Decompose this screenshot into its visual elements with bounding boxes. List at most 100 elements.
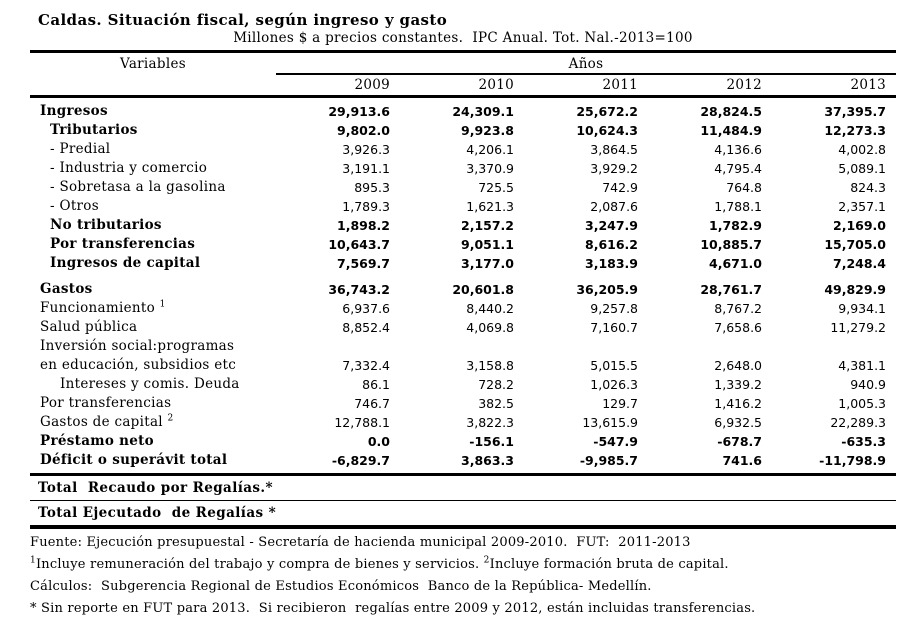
value-cell: 3,822.3 — [466, 415, 514, 430]
value-cell: -9,985.7 — [579, 453, 638, 468]
table-row: Intereses y comis. Deuda 86.1 728.2 1,026.3… — [30, 375, 896, 394]
value-cell: 1,416.2 — [714, 396, 762, 411]
calculations-note: Cálculos: Subgerencia Regional de Estudi… — [30, 579, 652, 594]
value-cell: 7,332.4 — [342, 358, 390, 373]
value-cell: 3,247.9 — [585, 218, 638, 233]
value-cell: -547.9 — [593, 434, 638, 449]
value-cell: 8,440.2 — [466, 301, 514, 316]
value-cell: 7,248.4 — [833, 256, 886, 271]
years-header-group: Años — [276, 53, 896, 75]
value-cell: 7,658.6 — [714, 320, 762, 335]
value-cell: 8,616.2 — [585, 237, 638, 252]
value-cell: 37,395.7 — [824, 104, 886, 119]
footnote-1-marker: 1 — [30, 555, 36, 566]
year-column-header: 2009 — [354, 77, 390, 93]
variables-header: Variables — [120, 56, 186, 72]
fiscal-table-page: Caldas. Situación fiscal, según ingreso … — [0, 11, 912, 624]
value-cell: 11,484.9 — [700, 123, 762, 138]
value-cell: 725.5 — [478, 180, 514, 195]
value-cell: 8,767.2 — [714, 301, 762, 316]
value-cell: 4,069.8 — [466, 320, 514, 335]
table-bottom-rule — [30, 473, 896, 476]
value-cell: 1,788.1 — [714, 199, 762, 214]
value-cell: 2,087.6 — [590, 199, 638, 214]
row-label: Tributarios — [50, 122, 138, 138]
value-cell: -678.7 — [717, 434, 762, 449]
value-cell: 10,643.7 — [328, 237, 390, 252]
value-cell: 1,339.2 — [714, 377, 762, 392]
value-cell: 86.1 — [362, 377, 390, 392]
value-cell: 3,158.8 — [466, 358, 514, 373]
row-label: Gastos de capital 2 — [40, 413, 174, 430]
value-cell: 1,898.2 — [337, 218, 390, 233]
row-label: Ingresos de capital — [50, 255, 201, 271]
value-cell: 9,257.8 — [590, 301, 638, 316]
total-ejecutado-regalias-row: Total Ejecutado de Regalías * — [38, 505, 277, 521]
value-cell: 3,370.9 — [466, 161, 514, 176]
value-cell: 22,289.3 — [830, 415, 886, 430]
value-cell: 9,923.8 — [461, 123, 514, 138]
table-row: Funcionamiento 1 6,937.6 8,440.2 9,257.8 8,7… — [30, 299, 896, 318]
value-cell: 4,002.8 — [838, 142, 886, 157]
value-cell: 36,205.9 — [576, 282, 638, 297]
value-cell: 6,932.5 — [714, 415, 762, 430]
table-row: Inversión social:programas en educación, … — [30, 337, 896, 375]
value-cell: 36,743.2 — [328, 282, 390, 297]
value-cell: 9,934.1 — [838, 301, 886, 316]
value-cell: -635.3 — [841, 434, 886, 449]
footnote-1-text: Incluye remuneración del trabajo y compr… — [35, 557, 484, 572]
value-cell: 0.0 — [367, 434, 390, 449]
row-label: Salud pública — [40, 319, 138, 335]
value-cell: 24,309.1 — [452, 104, 514, 119]
table-row: Préstamo neto 0.0 -156.1 -547.9 -678.7 -635.3 — [30, 432, 896, 451]
value-cell: 7,160.7 — [590, 320, 638, 335]
value-cell: 3,177.0 — [461, 256, 514, 271]
value-cell: -156.1 — [469, 434, 514, 449]
value-cell: 940.9 — [850, 377, 886, 392]
year-column-header: 2011 — [602, 77, 638, 93]
value-cell: 3,191.1 — [342, 161, 390, 176]
row-label: No tributarios — [50, 217, 162, 233]
value-cell: 3,929.2 — [590, 161, 638, 176]
top-rule — [30, 50, 896, 53]
table-row: Gastos 36,743.2 20,601.8 36,205.9 28,761.7 49… — [30, 280, 896, 299]
year-column-header: 2013 — [850, 77, 886, 93]
page-subtitle: Millones $ a precios constantes. IPC Anu… — [233, 30, 693, 46]
value-cell: 28,761.7 — [700, 282, 762, 297]
value-cell: 2,169.0 — [833, 218, 886, 233]
value-cell: 11,279.2 — [830, 320, 886, 335]
row-label: Inversión social:programas en educación, … — [40, 338, 237, 373]
table-row: Por transferencias 10,643.7 9,051.1 8,616.2… — [30, 235, 896, 254]
numbered-footnotes: 1Incluye remuneración del trabajo y comp… — [30, 555, 906, 572]
table-row: No tributarios 1,898.2 2,157.2 3,247.9 1,782… — [30, 216, 896, 235]
value-cell: 129.7 — [602, 396, 638, 411]
row-label: Ingresos — [40, 103, 108, 119]
value-cell: 2,357.1 — [838, 199, 886, 214]
value-cell: 2,157.2 — [461, 218, 514, 233]
value-cell: 9,802.0 — [337, 123, 390, 138]
value-cell: 4,671.0 — [709, 256, 762, 271]
footnote-2-marker: 2 — [483, 555, 490, 566]
value-cell: 25,672.2 — [576, 104, 638, 119]
value-cell: 10,885.7 — [700, 237, 762, 252]
footnote-reference: 1 — [159, 299, 166, 310]
row-label: - Predial — [50, 141, 111, 157]
table-row: Por transferencias 746.7 382.5 129.7 1,416.2… — [30, 394, 896, 413]
value-cell: 29,913.6 — [328, 104, 390, 119]
value-cell: 4,795.4 — [714, 161, 762, 176]
table-row: Tributarios 9,802.0 9,923.8 10,624.3 11,484.… — [30, 121, 896, 140]
value-cell: 6,937.6 — [342, 301, 390, 316]
footnote-2-text: Incluye formación bruta de capital. — [489, 557, 729, 572]
value-cell: 12,788.1 — [334, 415, 390, 430]
value-cell: 28,824.5 — [700, 104, 762, 119]
value-cell: 382.5 — [478, 396, 514, 411]
value-cell: 895.3 — [354, 180, 390, 195]
row-label: Intereses y comis. Deuda — [60, 376, 240, 392]
value-cell: 5,015.5 — [590, 358, 638, 373]
value-cell: 10,624.3 — [576, 123, 638, 138]
value-cell: 7,569.7 — [337, 256, 390, 271]
row-label: - Otros — [50, 198, 99, 214]
value-cell: 20,601.8 — [452, 282, 514, 297]
table-row: - Predial 3,926.3 4,206.1 3,864.5 4,136.6 4,0… — [30, 140, 896, 159]
value-cell: -6,829.7 — [331, 453, 390, 468]
